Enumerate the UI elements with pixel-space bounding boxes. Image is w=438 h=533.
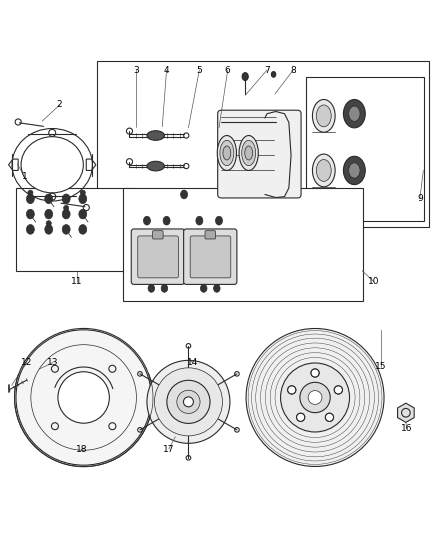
Polygon shape bbox=[398, 403, 414, 422]
Circle shape bbox=[177, 390, 200, 414]
Ellipse shape bbox=[196, 216, 203, 225]
Text: 6: 6 bbox=[225, 66, 231, 75]
Ellipse shape bbox=[148, 285, 155, 292]
Text: 16: 16 bbox=[401, 424, 413, 433]
Text: 5: 5 bbox=[197, 66, 202, 75]
Ellipse shape bbox=[62, 194, 70, 204]
Ellipse shape bbox=[312, 100, 335, 132]
Ellipse shape bbox=[242, 72, 248, 80]
Ellipse shape bbox=[343, 156, 365, 184]
Ellipse shape bbox=[217, 135, 237, 171]
Circle shape bbox=[325, 413, 334, 422]
Circle shape bbox=[147, 360, 230, 443]
Text: 3: 3 bbox=[133, 66, 139, 75]
Ellipse shape bbox=[26, 194, 34, 204]
FancyBboxPatch shape bbox=[205, 231, 215, 239]
Circle shape bbox=[308, 391, 322, 405]
Circle shape bbox=[28, 190, 33, 195]
Text: 8: 8 bbox=[290, 66, 296, 75]
Ellipse shape bbox=[316, 105, 331, 127]
Bar bbox=[306, 77, 424, 221]
Ellipse shape bbox=[147, 161, 164, 171]
Circle shape bbox=[167, 380, 210, 423]
Ellipse shape bbox=[144, 216, 150, 225]
Circle shape bbox=[46, 221, 51, 226]
Ellipse shape bbox=[21, 136, 83, 193]
Ellipse shape bbox=[161, 285, 168, 292]
Ellipse shape bbox=[349, 106, 360, 122]
FancyBboxPatch shape bbox=[131, 229, 184, 285]
Ellipse shape bbox=[79, 194, 87, 204]
Text: 10: 10 bbox=[368, 277, 380, 286]
Ellipse shape bbox=[272, 71, 276, 77]
Ellipse shape bbox=[349, 163, 360, 178]
Text: 11: 11 bbox=[71, 277, 83, 286]
Ellipse shape bbox=[316, 159, 331, 181]
Circle shape bbox=[64, 205, 69, 211]
Ellipse shape bbox=[79, 209, 87, 219]
Text: 17: 17 bbox=[163, 445, 174, 454]
Ellipse shape bbox=[223, 146, 231, 160]
Text: 7: 7 bbox=[264, 66, 270, 75]
Circle shape bbox=[246, 328, 384, 466]
Ellipse shape bbox=[214, 285, 220, 292]
Bar bbox=[97, 61, 428, 227]
Circle shape bbox=[80, 190, 85, 195]
Text: 14: 14 bbox=[187, 358, 198, 367]
Ellipse shape bbox=[220, 140, 234, 166]
Text: 2: 2 bbox=[57, 100, 63, 109]
Text: 18: 18 bbox=[76, 445, 87, 454]
Text: 4: 4 bbox=[164, 66, 170, 75]
Circle shape bbox=[288, 386, 296, 394]
Circle shape bbox=[281, 363, 350, 432]
Ellipse shape bbox=[45, 209, 53, 219]
Ellipse shape bbox=[45, 224, 53, 234]
FancyBboxPatch shape bbox=[152, 231, 163, 239]
Ellipse shape bbox=[26, 224, 34, 234]
Circle shape bbox=[297, 413, 305, 422]
Ellipse shape bbox=[26, 209, 34, 219]
Ellipse shape bbox=[245, 146, 253, 160]
Ellipse shape bbox=[201, 285, 207, 292]
Ellipse shape bbox=[343, 100, 365, 128]
Circle shape bbox=[184, 397, 194, 407]
FancyBboxPatch shape bbox=[184, 229, 237, 285]
Circle shape bbox=[311, 369, 319, 377]
FancyBboxPatch shape bbox=[190, 236, 231, 278]
Text: 12: 12 bbox=[21, 358, 32, 367]
Circle shape bbox=[300, 382, 330, 413]
Ellipse shape bbox=[312, 154, 335, 187]
Text: 1: 1 bbox=[22, 173, 28, 182]
Text: 9: 9 bbox=[417, 195, 423, 203]
FancyBboxPatch shape bbox=[138, 236, 178, 278]
Ellipse shape bbox=[239, 135, 258, 171]
Circle shape bbox=[16, 330, 151, 465]
Ellipse shape bbox=[215, 216, 223, 225]
FancyBboxPatch shape bbox=[218, 110, 301, 198]
Ellipse shape bbox=[242, 140, 256, 166]
Ellipse shape bbox=[163, 216, 170, 225]
Ellipse shape bbox=[45, 194, 53, 204]
Text: 13: 13 bbox=[47, 358, 59, 367]
Bar bbox=[16, 188, 134, 271]
Ellipse shape bbox=[180, 190, 187, 199]
Bar bbox=[123, 188, 363, 302]
Text: 15: 15 bbox=[375, 362, 386, 372]
Ellipse shape bbox=[62, 224, 70, 234]
Ellipse shape bbox=[79, 224, 87, 234]
Ellipse shape bbox=[62, 209, 70, 219]
Ellipse shape bbox=[147, 131, 164, 140]
Circle shape bbox=[155, 368, 223, 436]
Circle shape bbox=[334, 386, 343, 394]
Circle shape bbox=[58, 372, 110, 423]
